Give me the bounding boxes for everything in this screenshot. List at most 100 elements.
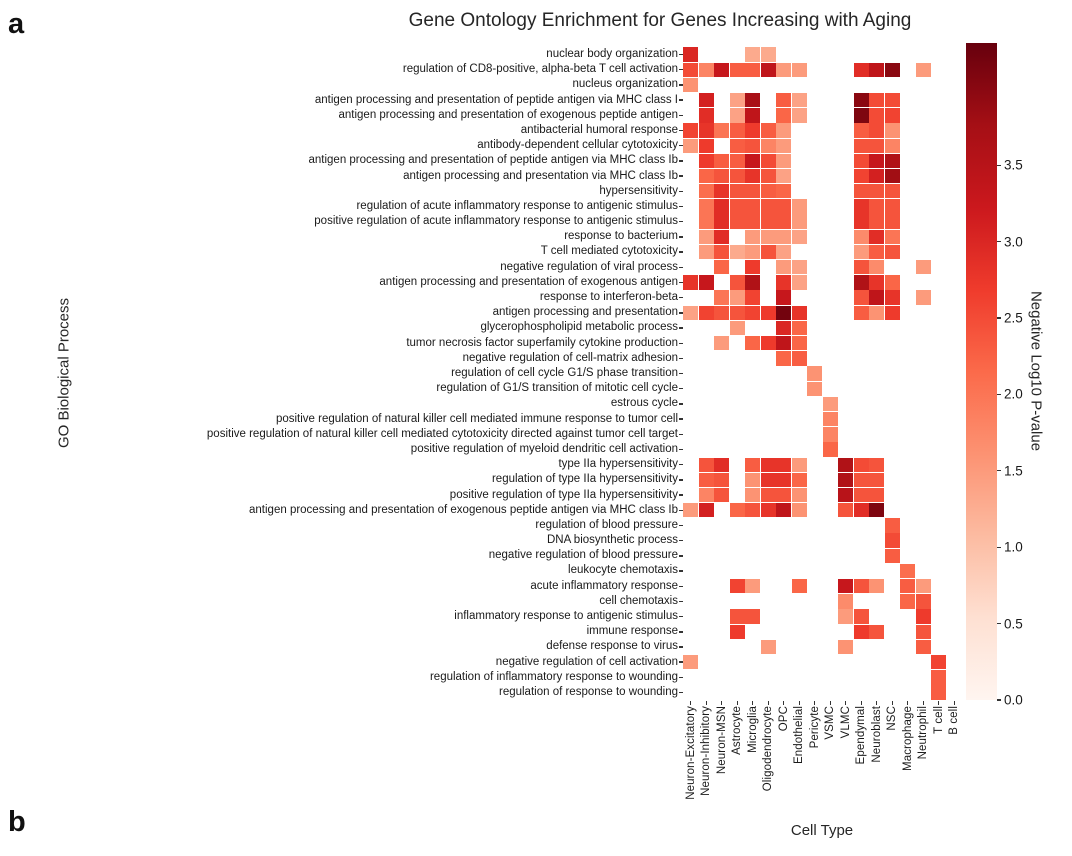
heatmap-cell bbox=[822, 427, 838, 442]
heatmap-cell bbox=[698, 123, 714, 138]
heatmap-cell bbox=[698, 457, 714, 472]
heatmap-cell bbox=[915, 624, 931, 639]
heatmap-cell bbox=[869, 184, 885, 199]
heatmap-cell bbox=[683, 47, 699, 62]
y-tick bbox=[678, 691, 683, 694]
x-tick bbox=[736, 700, 738, 705]
heatmap-cell bbox=[869, 260, 885, 275]
heatmap-cell bbox=[776, 92, 792, 108]
heatmap-cell bbox=[776, 336, 792, 351]
heatmap-cell bbox=[776, 305, 792, 320]
row-label: acute inflammatory response bbox=[530, 579, 678, 592]
y-tick bbox=[678, 99, 683, 101]
heatmap-cell bbox=[760, 487, 776, 503]
x-tick bbox=[705, 700, 707, 705]
heatmap-cell bbox=[698, 168, 714, 184]
heatmap-cell bbox=[884, 123, 900, 138]
heatmap-cell bbox=[853, 153, 869, 169]
row-label: regulation of blood pressure bbox=[535, 518, 678, 531]
y-tick bbox=[678, 69, 683, 71]
heatmap-cell bbox=[853, 290, 869, 305]
colorbar-tick bbox=[997, 622, 1001, 625]
colorbar bbox=[966, 43, 997, 700]
heatmap-cell bbox=[853, 229, 869, 245]
heatmap-cell bbox=[776, 62, 792, 77]
heatmap-cell bbox=[698, 305, 714, 320]
heatmap-cell bbox=[714, 472, 730, 488]
x-tick bbox=[690, 700, 692, 705]
column-label: T cell bbox=[932, 706, 945, 735]
heatmap-cell bbox=[838, 487, 854, 503]
heatmap-cell bbox=[884, 533, 900, 548]
y-tick bbox=[678, 296, 683, 299]
x-tick bbox=[938, 700, 940, 705]
heatmap-cell bbox=[714, 62, 730, 77]
heatmap-cell bbox=[853, 275, 869, 290]
heatmap-cell bbox=[869, 229, 885, 245]
y-tick bbox=[678, 388, 683, 390]
heatmap-cell bbox=[869, 503, 885, 518]
heatmap-cell bbox=[760, 336, 776, 351]
heatmap-cell bbox=[760, 229, 776, 245]
heatmap-cell bbox=[745, 92, 761, 108]
heatmap-cell bbox=[791, 92, 807, 108]
heatmap-cell bbox=[884, 108, 900, 123]
x-tick bbox=[814, 700, 816, 705]
row-label: nuclear body organization bbox=[546, 47, 678, 60]
heatmap-cell bbox=[869, 153, 885, 169]
heatmap-cell bbox=[760, 184, 776, 199]
heatmap-cell bbox=[776, 199, 792, 214]
heatmap-cell bbox=[698, 62, 714, 77]
heatmap-cell bbox=[714, 214, 730, 229]
column-label: Neutrophil bbox=[917, 706, 930, 760]
heatmap-cell bbox=[760, 639, 776, 655]
y-tick bbox=[678, 84, 683, 86]
heatmap-cell bbox=[760, 168, 776, 184]
y-tick bbox=[678, 236, 683, 238]
heatmap-cell bbox=[853, 123, 869, 138]
heatmap-cell bbox=[745, 260, 761, 275]
x-axis-label: Cell Type bbox=[790, 822, 854, 839]
heatmap-cell bbox=[729, 214, 745, 229]
heatmap-cell bbox=[714, 199, 730, 214]
heatmap-cell bbox=[791, 260, 807, 275]
row-label: nucleus organization bbox=[572, 78, 679, 91]
heatmap-cell bbox=[791, 108, 807, 123]
heatmap-cell bbox=[698, 503, 714, 518]
x-tick bbox=[721, 700, 723, 705]
heatmap-cell bbox=[931, 685, 947, 700]
colorbar-tick-label: 1.5 bbox=[1004, 463, 1023, 479]
heatmap-cell bbox=[683, 275, 699, 290]
heatmap-cell bbox=[791, 305, 807, 320]
y-tick bbox=[678, 615, 683, 618]
heatmap-cell bbox=[791, 503, 807, 518]
heatmap-cell bbox=[745, 199, 761, 214]
heatmap-cell bbox=[776, 487, 792, 503]
heatmap-cell bbox=[915, 639, 931, 655]
heatmap-cell bbox=[776, 503, 792, 518]
heatmap-cell bbox=[745, 457, 761, 472]
row-label: DNA biosynthetic process bbox=[546, 534, 678, 547]
colorbar-tick-label: 2.5 bbox=[1004, 310, 1023, 326]
heatmap-cell bbox=[791, 62, 807, 77]
heatmap-cell bbox=[698, 153, 714, 169]
y-tick bbox=[678, 661, 683, 663]
heatmap-cell bbox=[776, 320, 792, 336]
heatmap-cell bbox=[729, 92, 745, 108]
y-tick bbox=[678, 114, 683, 117]
heatmap-cell bbox=[869, 472, 885, 488]
heatmap-cell bbox=[745, 609, 761, 624]
heatmap-cell bbox=[869, 123, 885, 138]
heatmap-cell bbox=[838, 579, 854, 594]
heatmap-cell bbox=[745, 472, 761, 488]
y-tick bbox=[678, 327, 683, 329]
heatmap-cell bbox=[745, 487, 761, 503]
colorbar-tick-label: 0.0 bbox=[1004, 692, 1023, 708]
y-tick bbox=[678, 312, 683, 314]
heatmap-cell bbox=[791, 351, 807, 366]
heatmap-cell bbox=[714, 457, 730, 472]
column-label: Neuron-Excitatory bbox=[684, 706, 697, 800]
heatmap-cell bbox=[776, 138, 792, 153]
row-label: inflammatory response to antigenic stimu… bbox=[454, 610, 678, 623]
colorbar-tick-label: 2.0 bbox=[1004, 386, 1023, 402]
